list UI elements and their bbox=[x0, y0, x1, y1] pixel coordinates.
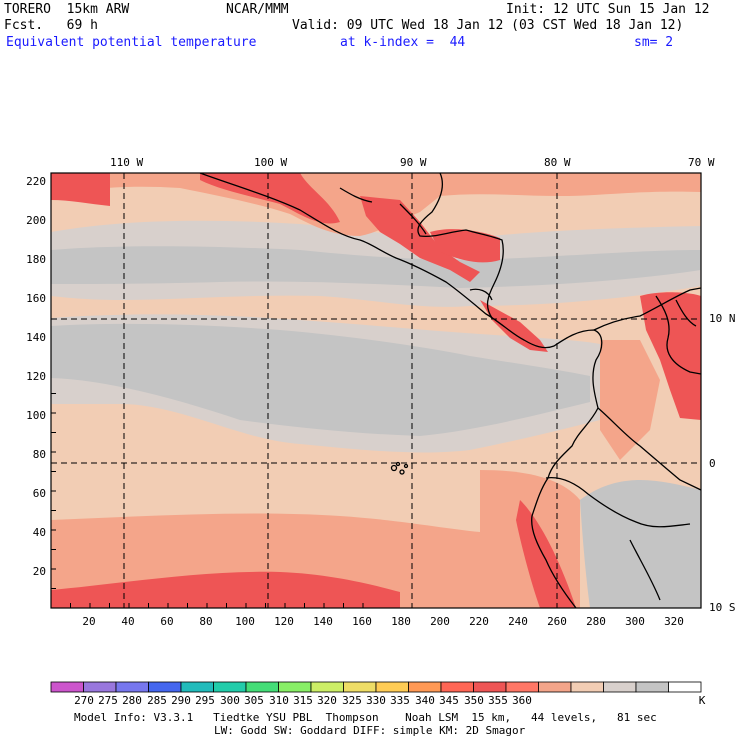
colorbar-swatch bbox=[603, 681, 637, 693]
y-tick-label: 20 bbox=[33, 565, 46, 578]
coastlines bbox=[199, 173, 701, 608]
colorbar-label: 275 bbox=[98, 694, 118, 707]
colorbar-swatch bbox=[375, 681, 409, 693]
lat-label-10s: 10 S bbox=[709, 601, 736, 614]
colorbar-swatch bbox=[570, 681, 604, 693]
y-tick-label: 60 bbox=[33, 487, 46, 500]
x-tick-label: 20 bbox=[82, 615, 95, 628]
colorbar-swatch bbox=[668, 681, 702, 693]
tick-marks bbox=[50, 393, 364, 609]
colorbar-swatch bbox=[343, 681, 377, 693]
colorbar-label: 350 bbox=[464, 694, 484, 707]
colorbar-swatch bbox=[505, 681, 539, 693]
colorbar-swatch bbox=[278, 681, 312, 693]
colorbar-swatch bbox=[635, 681, 669, 693]
colorbar-swatch bbox=[408, 681, 442, 693]
y-tick-label: 220 bbox=[26, 175, 46, 188]
y-tick-label: 40 bbox=[33, 526, 46, 539]
colorbar-swatch bbox=[180, 681, 214, 693]
colorbar-swatch bbox=[310, 681, 344, 693]
colorbar-label: 315 bbox=[293, 694, 313, 707]
colorbar bbox=[50, 681, 702, 693]
level-label: at k-index = 44 bbox=[340, 35, 466, 50]
colorbar-label: 355 bbox=[488, 694, 508, 707]
colorbar-label: 295 bbox=[195, 694, 215, 707]
y-tick-label: 200 bbox=[26, 214, 46, 227]
colorbar-label: 285 bbox=[147, 694, 167, 707]
colorbar-label: 300 bbox=[220, 694, 240, 707]
colorbar-swatch bbox=[245, 681, 279, 693]
colorbar-labels: 270 275 280 285 290 295 300 305 310 315 … bbox=[74, 694, 706, 707]
x-tick-label: 140 bbox=[313, 615, 333, 628]
physics-info: LW: Godd SW: Goddard DIFF: simple KM: 2D… bbox=[214, 724, 526, 737]
colorbar-label: 340 bbox=[415, 694, 435, 707]
x-tick-label: 100 bbox=[235, 615, 255, 628]
valid-time: Valid: 09 UTC Wed 18 Jan 12 (03 CST Wed … bbox=[292, 18, 684, 33]
colorbar-label: 320 bbox=[317, 694, 337, 707]
lon-label-100w: 100 W bbox=[254, 156, 287, 169]
colorbar-swatch bbox=[50, 681, 84, 693]
colorbar-label: 305 bbox=[244, 694, 264, 707]
y-tick-label: 120 bbox=[26, 370, 46, 383]
x-tick-label: 40 bbox=[121, 615, 134, 628]
y-tick-label: 80 bbox=[33, 448, 46, 461]
forecast-hour: Fcst. 69 h bbox=[4, 18, 98, 33]
x-tick-labels: 20 40 60 80 100 120 140 160 180 200 220 … bbox=[82, 615, 684, 628]
theta-e-field bbox=[51, 173, 701, 608]
source-label: NCAR/MMM bbox=[226, 2, 289, 17]
lat-label-10n: 10 N bbox=[709, 312, 736, 325]
x-tick-label: 300 bbox=[625, 615, 645, 628]
colorbar-label: 310 bbox=[269, 694, 289, 707]
lon-label-70w: 70 W bbox=[688, 156, 715, 169]
colorbar-label: 290 bbox=[171, 694, 191, 707]
field-name: Equivalent potential temperature bbox=[6, 35, 257, 50]
colorbar-unit: K bbox=[699, 694, 706, 707]
init-time: Init: 12 UTC Sun 15 Jan 12 bbox=[506, 2, 710, 17]
colorbar-label: 345 bbox=[439, 694, 459, 707]
colorbar-swatch bbox=[538, 681, 572, 693]
x-tick-label: 80 bbox=[199, 615, 212, 628]
y-tick-label: 180 bbox=[26, 253, 46, 266]
x-tick-label: 180 bbox=[391, 615, 411, 628]
colorbar-label: 335 bbox=[390, 694, 410, 707]
colorbar-label: 325 bbox=[342, 694, 362, 707]
colorbar-swatch bbox=[148, 681, 182, 693]
x-tick-label: 280 bbox=[586, 615, 606, 628]
colorbar-label: 270 bbox=[74, 694, 94, 707]
colorbar-label: 280 bbox=[122, 694, 142, 707]
x-tick-label: 120 bbox=[274, 615, 294, 628]
colorbar-swatch bbox=[440, 681, 474, 693]
x-tick-label: 160 bbox=[352, 615, 372, 628]
colorbar-label: 330 bbox=[366, 694, 386, 707]
colorbar-label: 360 bbox=[512, 694, 532, 707]
lon-label-110w: 110 W bbox=[110, 156, 143, 169]
lat-label-0: 0 bbox=[709, 457, 716, 470]
smoothing-label: sm= 2 bbox=[634, 35, 674, 50]
x-tick-label: 60 bbox=[160, 615, 173, 628]
colorbar-swatch bbox=[115, 681, 149, 693]
colorbar-swatch bbox=[83, 681, 117, 693]
lon-label-80w: 80 W bbox=[544, 156, 571, 169]
colorbar-swatch bbox=[213, 681, 247, 693]
x-tick-label: 220 bbox=[469, 615, 489, 628]
latlon-grid bbox=[51, 173, 701, 608]
model-name: TORERO 15km ARW bbox=[4, 2, 130, 17]
x-tick-label: 260 bbox=[547, 615, 567, 628]
y-tick-labels: 220 200 180 160 140 120 100 80 60 40 20 bbox=[26, 175, 46, 578]
x-tick-label: 240 bbox=[508, 615, 528, 628]
y-tick-label: 140 bbox=[26, 331, 46, 344]
colorbar-swatch bbox=[473, 681, 507, 693]
model-info: Model Info: V3.3.1 Tiedtke YSU PBL Thomp… bbox=[74, 711, 657, 724]
lon-label-90w: 90 W bbox=[400, 156, 427, 169]
x-tick-label: 200 bbox=[430, 615, 450, 628]
y-tick-label: 100 bbox=[26, 409, 46, 422]
y-tick-label: 160 bbox=[26, 292, 46, 305]
x-tick-label: 320 bbox=[664, 615, 684, 628]
map-frame bbox=[50, 172, 702, 609]
